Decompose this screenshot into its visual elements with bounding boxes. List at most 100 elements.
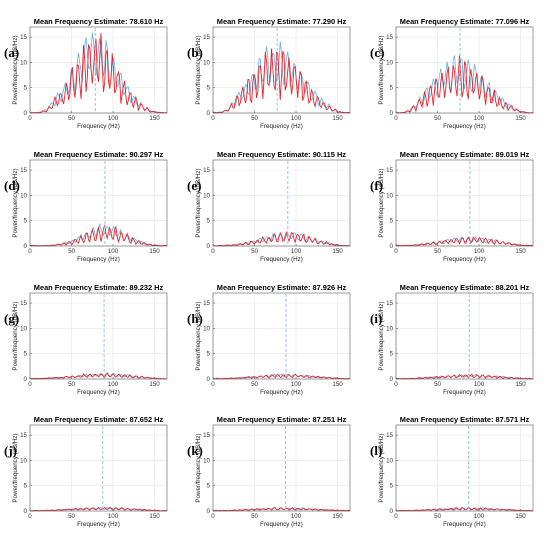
y-axis-label: Power/frequency (dB/Hz) — [195, 301, 202, 370]
panel-letter: (b) — [187, 45, 203, 60]
panel: (j)Mean Frequency Estimate: 87.652 Hz0 50… — [4, 415, 168, 528]
x-tick-label: 0 — [394, 115, 398, 122]
x-tick-label: 50 — [251, 381, 258, 388]
axes-frame — [29, 26, 168, 114]
x-tick-label: 50 — [434, 248, 441, 255]
y-axis-label: Power/frequency (dB/Hz) — [378, 433, 385, 502]
x-axis-label: Frequency (Hz) — [443, 123, 486, 130]
plot-area — [213, 425, 350, 511]
x-tick-label: 0 — [28, 115, 32, 122]
x-tick-label: 150 — [332, 381, 343, 388]
x-axis-label: Frequency (Hz) — [260, 256, 303, 263]
panel-letter: (j) — [4, 443, 17, 458]
panel: (h)Mean Frequency Estimate: 87.926 Hz0 50… — [187, 283, 351, 396]
x-tick-label: 150 — [149, 513, 160, 520]
x-tick-label: 150 — [515, 513, 526, 520]
y-axis-label: Power/frequency (dB/Hz) — [12, 433, 19, 502]
x-tick-label: 0 — [28, 513, 32, 520]
x-axis-label: Frequency (Hz) — [260, 123, 303, 130]
plot-area — [30, 160, 167, 246]
series-line-red — [212, 48, 351, 114]
x-tick-label: 50 — [434, 513, 441, 520]
chart-title: Mean Frequency Estimate: 88.201 Hz — [400, 283, 530, 292]
axes-frame — [212, 292, 351, 380]
x-tick-label: 0 — [394, 248, 398, 255]
series-line-red — [212, 231, 351, 247]
axes-frame — [212, 26, 351, 114]
panel-letter: (d) — [4, 178, 20, 193]
panel: (l)Mean Frequency Estimate: 87.571 Hz0 50… — [370, 415, 534, 528]
x-tick-label: 150 — [515, 381, 526, 388]
y-axis-label: Power/frequency (dB/Hz) — [12, 168, 19, 237]
plot-area — [396, 293, 533, 379]
y-tick-label: 0 — [24, 110, 28, 117]
y-tick-label: 0 — [390, 110, 394, 117]
x-tick-label: 150 — [332, 115, 343, 122]
x-axis-label: Frequency (Hz) — [443, 389, 486, 396]
x-tick-label: 100 — [108, 115, 119, 122]
axes-frame — [395, 292, 534, 380]
x-tick-label: 150 — [332, 513, 343, 520]
x-axis-label: Frequency (Hz) — [77, 521, 120, 528]
x-tick-label: 150 — [149, 381, 160, 388]
y-tick-label: 5 — [24, 351, 28, 358]
x-tick-label: 100 — [474, 513, 485, 520]
axes-frame — [29, 424, 168, 512]
axes-frame — [395, 424, 534, 512]
x-axis-label: Frequency (Hz) — [77, 389, 120, 396]
panel: (e)Mean Frequency Estimate: 90.115 Hz0 50… — [187, 150, 351, 263]
x-tick-label: 0 — [28, 381, 32, 388]
series-line-red — [395, 373, 534, 380]
y-tick-label: 15 — [20, 167, 27, 174]
chart-title: Mean Frequency Estimate: 77.290 Hz — [217, 17, 347, 26]
series-line-blue — [212, 41, 351, 114]
y-tick-label: 5 — [207, 351, 211, 358]
y-tick-label: 10 — [203, 325, 210, 332]
chart-title: Mean Frequency Estimate: 89.019 Hz — [400, 150, 530, 159]
y-tick-label: 10 — [386, 457, 393, 464]
y-tick-label: 0 — [207, 508, 211, 515]
y-axis-label: Power/frequency (dB/Hz) — [12, 35, 19, 104]
y-tick-label: 15 — [386, 167, 393, 174]
x-tick-label: 50 — [68, 513, 75, 520]
plot-area — [396, 425, 533, 511]
x-axis-label: Frequency (Hz) — [443, 521, 486, 528]
panel-letter: (c) — [370, 45, 384, 60]
panel-letter: (l) — [370, 443, 382, 458]
x-tick-label: 0 — [394, 513, 398, 520]
panel-letter: (i) — [370, 311, 382, 326]
y-tick-label: 10 — [20, 59, 27, 66]
y-tick-label: 0 — [24, 243, 28, 250]
x-tick-label: 0 — [211, 513, 215, 520]
panel-letter: (g) — [4, 311, 19, 326]
panel-letter: (a) — [4, 45, 19, 60]
y-tick-label: 5 — [24, 218, 28, 225]
plot-area — [213, 160, 350, 246]
y-tick-label: 5 — [207, 483, 211, 490]
y-tick-label: 10 — [20, 325, 27, 332]
series-line-red — [29, 506, 168, 512]
series-line-red — [29, 224, 168, 247]
panel: (c)Mean Frequency Estimate: 77.096 Hz0 50… — [370, 17, 534, 130]
series-line-red — [396, 236, 534, 247]
x-tick-label: 50 — [251, 115, 258, 122]
panel: (g)Mean Frequency Estimate: 89.232 Hz0 50… — [4, 283, 168, 396]
x-tick-label: 100 — [474, 381, 485, 388]
x-tick-label: 150 — [515, 115, 526, 122]
x-tick-label: 50 — [251, 248, 258, 255]
x-tick-label: 50 — [68, 248, 75, 255]
x-tick-label: 0 — [211, 248, 215, 255]
x-tick-label: 150 — [149, 115, 160, 122]
y-tick-label: 0 — [207, 376, 211, 383]
panel-letter: (h) — [187, 311, 203, 326]
y-tick-label: 5 — [390, 85, 394, 92]
y-tick-label: 15 — [386, 34, 393, 41]
y-tick-label: 0 — [207, 243, 211, 250]
y-tick-label: 5 — [207, 85, 211, 92]
series-line-red — [29, 372, 168, 380]
chart-title: Mean Frequency Estimate: 89.232 Hz — [34, 283, 164, 292]
series-line-red — [212, 507, 351, 512]
y-axis-label: Power/frequency (dB/Hz) — [12, 301, 19, 370]
y-tick-label: 10 — [386, 325, 393, 332]
y-tick-label: 15 — [203, 432, 210, 439]
